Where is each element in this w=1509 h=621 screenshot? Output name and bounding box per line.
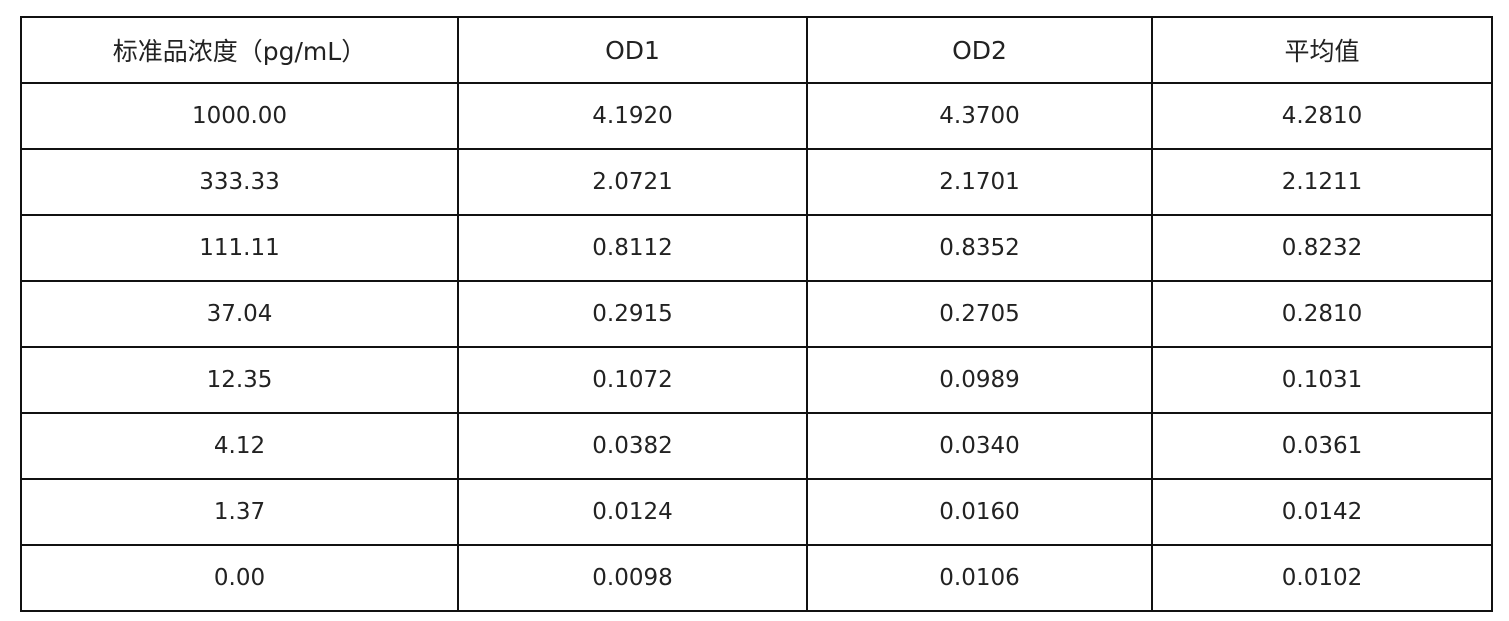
- table-cell: 4.1920: [457, 82, 808, 150]
- table-cell: 0.8112: [457, 214, 808, 282]
- table-cell: 0.0340: [806, 412, 1153, 480]
- table-cell: 0.0989: [806, 346, 1153, 414]
- table-row: 0.00 0.0098 0.0106 0.0102: [20, 544, 1493, 612]
- table-cell: 0.2810: [1151, 280, 1493, 348]
- header-cell: OD2: [806, 16, 1153, 84]
- table-cell: 4.2810: [1151, 82, 1493, 150]
- table-row: 1.37 0.0124 0.0160 0.0142: [20, 478, 1493, 546]
- table-head: 标准品浓度（pg/mL） OD1 OD2 平均值: [20, 16, 1493, 84]
- table-cell: 2.0721: [457, 148, 808, 216]
- table-cell: 0.1072: [457, 346, 808, 414]
- data-table: 标准品浓度（pg/mL） OD1 OD2 平均值 1000.00 4.1920 4.370…: [20, 16, 1493, 612]
- table-cell: 1.37: [20, 478, 459, 546]
- table-cell: 1000.00: [20, 82, 459, 150]
- table-cell: 0.0124: [457, 478, 808, 546]
- table-row: 12.35 0.1072 0.0989 0.1031: [20, 346, 1493, 414]
- table-cell: 2.1701: [806, 148, 1153, 216]
- table-cell: 0.0142: [1151, 478, 1493, 546]
- table-cell: 0.0106: [806, 544, 1153, 612]
- table-row: 4.12 0.0382 0.0340 0.0361: [20, 412, 1493, 480]
- header-cell: 平均值: [1151, 16, 1493, 84]
- table-row: 111.11 0.8112 0.8352 0.8232: [20, 214, 1493, 282]
- table-cell: 2.1211: [1151, 148, 1493, 216]
- table-cell: 0.0160: [806, 478, 1153, 546]
- header-cell: OD1: [457, 16, 808, 84]
- table-cell: 111.11: [20, 214, 459, 282]
- table-cell: 12.35: [20, 346, 459, 414]
- table-cell: 0.0382: [457, 412, 808, 480]
- table-cell: 333.33: [20, 148, 459, 216]
- header-cell: 标准品浓度（pg/mL）: [20, 16, 459, 84]
- table-cell: 0.8352: [806, 214, 1153, 282]
- table-cell: 0.0098: [457, 544, 808, 612]
- table-cell: 0.0102: [1151, 544, 1493, 612]
- table-cell: 0.2705: [806, 280, 1153, 348]
- table-row: 333.33 2.0721 2.1701 2.1211: [20, 148, 1493, 216]
- table-row: 37.04 0.2915 0.2705 0.2810: [20, 280, 1493, 348]
- table-body: 1000.00 4.1920 4.3700 4.2810 333.33 2.0721 2.1…: [20, 82, 1493, 612]
- table-cell: 0.1031: [1151, 346, 1493, 414]
- header-row: 标准品浓度（pg/mL） OD1 OD2 平均值: [20, 16, 1493, 84]
- table-cell: 0.00: [20, 544, 459, 612]
- table-row: 1000.00 4.1920 4.3700 4.2810: [20, 82, 1493, 150]
- table-cell: 37.04: [20, 280, 459, 348]
- table-cell: 4.12: [20, 412, 459, 480]
- table-cell: 0.0361: [1151, 412, 1493, 480]
- table-cell: 0.2915: [457, 280, 808, 348]
- table-cell: 0.8232: [1151, 214, 1493, 282]
- table-cell: 4.3700: [806, 82, 1153, 150]
